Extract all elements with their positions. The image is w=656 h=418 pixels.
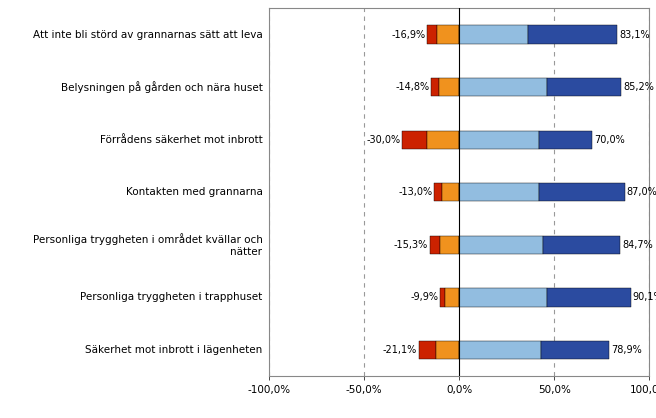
Bar bbox=[434, 183, 442, 201]
Text: -30,0%: -30,0% bbox=[366, 135, 400, 145]
Text: 85,2%: 85,2% bbox=[623, 82, 654, 92]
Bar bbox=[459, 288, 546, 306]
Bar bbox=[445, 288, 459, 306]
Bar bbox=[459, 183, 539, 201]
Bar bbox=[539, 130, 592, 149]
Bar bbox=[430, 236, 440, 254]
Bar bbox=[436, 25, 459, 44]
Bar bbox=[436, 341, 459, 359]
Bar bbox=[427, 25, 436, 44]
Text: 70,0%: 70,0% bbox=[594, 135, 625, 145]
Text: -21,1%: -21,1% bbox=[383, 345, 417, 355]
Bar bbox=[439, 78, 459, 97]
Bar bbox=[459, 236, 543, 254]
Text: -14,8%: -14,8% bbox=[395, 82, 429, 92]
Text: -13,0%: -13,0% bbox=[398, 187, 432, 197]
Bar bbox=[427, 130, 459, 149]
Text: Säkerhet mot inbrott i lägenheten: Säkerhet mot inbrott i lägenheten bbox=[85, 345, 262, 355]
Bar bbox=[541, 341, 609, 359]
Bar bbox=[419, 341, 436, 359]
Bar bbox=[459, 341, 541, 359]
Bar bbox=[546, 78, 621, 97]
Text: Personliga tryggheten i trapphuset: Personliga tryggheten i trapphuset bbox=[80, 292, 262, 302]
Text: Förrådens säkerhet mot inbrott: Förrådens säkerhet mot inbrott bbox=[100, 135, 262, 145]
Text: Belysningen på gården och nära huset: Belysningen på gården och nära huset bbox=[60, 81, 262, 93]
Text: Att inte bli störd av grannarnas sätt att leva: Att inte bli störd av grannarnas sätt at… bbox=[33, 30, 262, 40]
Bar bbox=[402, 130, 427, 149]
Bar bbox=[543, 236, 621, 254]
Bar bbox=[539, 183, 625, 201]
Text: -9,9%: -9,9% bbox=[411, 292, 438, 302]
Bar bbox=[442, 183, 459, 201]
Text: Kontakten med grannarna: Kontakten med grannarna bbox=[125, 187, 262, 197]
Text: 90,1%: 90,1% bbox=[632, 292, 656, 302]
Bar bbox=[459, 78, 546, 97]
Text: -15,3%: -15,3% bbox=[394, 240, 428, 250]
Bar bbox=[440, 288, 445, 306]
Text: 87,0%: 87,0% bbox=[626, 187, 656, 197]
Text: 84,7%: 84,7% bbox=[623, 240, 653, 250]
Bar bbox=[527, 25, 617, 44]
Bar bbox=[440, 236, 459, 254]
Text: Personliga tryggheten i området kvällar och nätter: Personliga tryggheten i området kvällar … bbox=[33, 233, 262, 257]
Bar bbox=[459, 130, 539, 149]
Bar bbox=[459, 25, 527, 44]
Text: 78,9%: 78,9% bbox=[611, 345, 642, 355]
Text: -16,9%: -16,9% bbox=[391, 30, 425, 40]
Bar bbox=[546, 288, 630, 306]
Text: 83,1%: 83,1% bbox=[619, 30, 650, 40]
Bar bbox=[431, 78, 439, 97]
